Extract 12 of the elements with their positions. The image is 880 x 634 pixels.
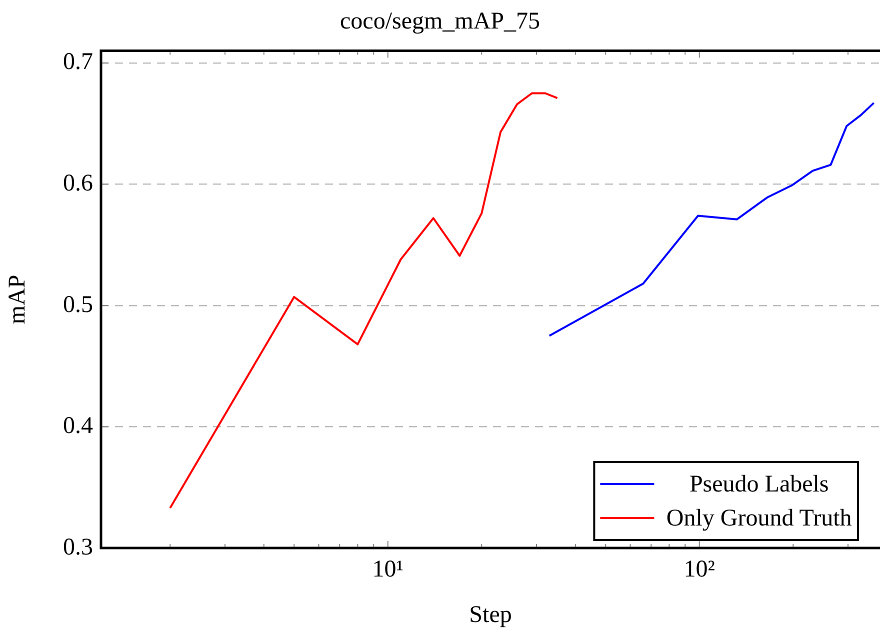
legend-label: Pseudo Labels <box>689 471 829 498</box>
y-tick-label: 0.5 <box>63 292 93 318</box>
y-tick-label: 0.7 <box>63 49 93 76</box>
x-axis-title: Step <box>469 602 512 628</box>
chart-title: coco/segm_mAP_75 <box>340 8 540 35</box>
y-tick-label: 0.3 <box>63 534 93 560</box>
x-tick-label: 10¹ <box>372 556 404 583</box>
y-axis-title: mAP <box>4 274 31 324</box>
x-tick-label: 10² <box>684 556 715 583</box>
legend-label: Only Ground Truth <box>666 505 852 532</box>
y-tick-label: 0.6 <box>63 170 93 196</box>
y-tick-label: 0.4 <box>63 413 93 440</box>
